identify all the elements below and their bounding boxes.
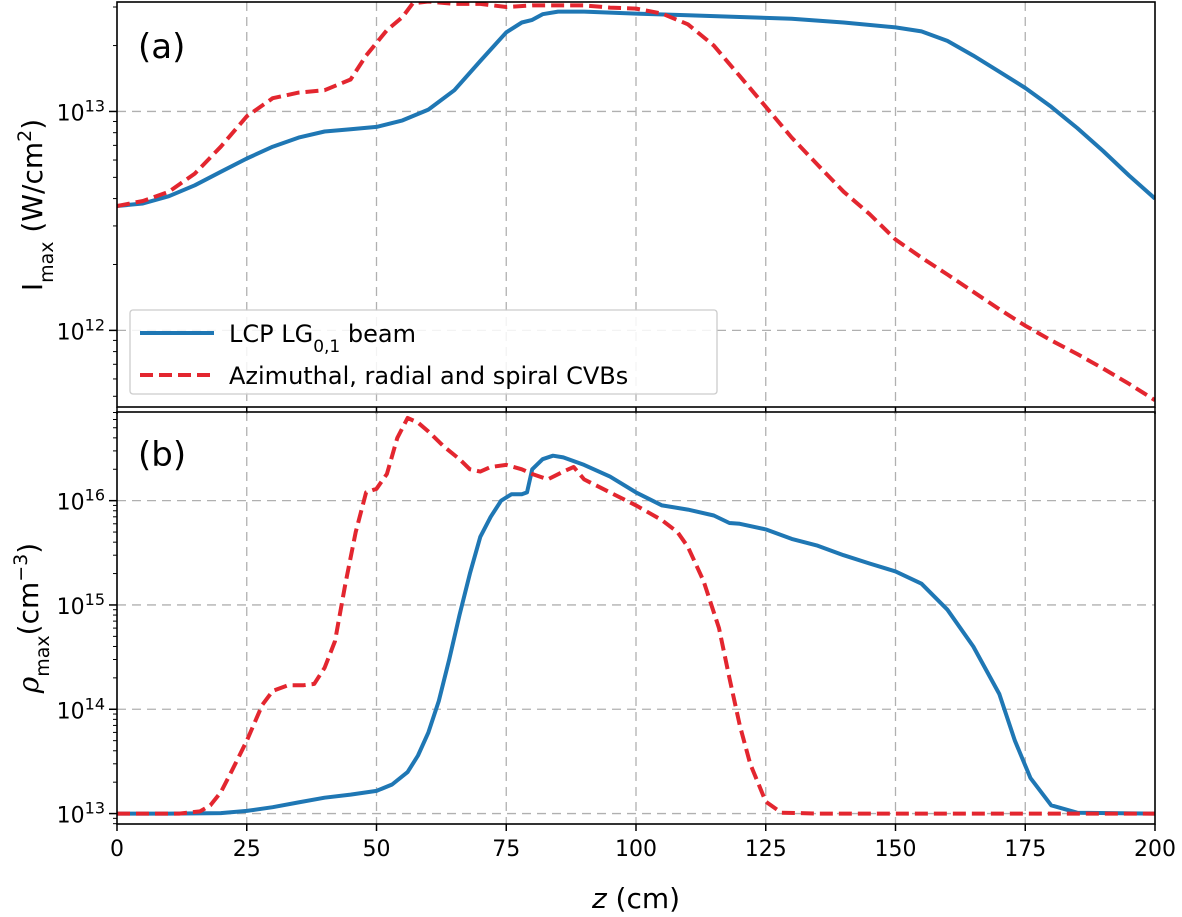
panel-b-grid <box>117 412 1155 824</box>
x-tick-label-200: 200 <box>1134 837 1176 862</box>
x-tick-label-150: 150 <box>875 837 917 862</box>
panel-a: 1012 1013 (a) LCP LG0,1 beam Azimuthal, r… <box>14 1 1156 414</box>
x-tick-label-25: 25 <box>233 837 261 862</box>
panel-b-ytick-label-16: 1016 <box>57 485 105 515</box>
panel-b-series-lcp-lg01 <box>117 453 1155 816</box>
panel-a-ytick-label-12: 1012 <box>57 315 105 346</box>
legend-frame <box>129 309 718 395</box>
panel-b-label: (b) <box>138 435 186 475</box>
panel-b: 0 25 50 75 100 125 150 175 200 1013 1014 1015 1016 (… <box>10 411 1176 915</box>
panel-a-series <box>117 2 1155 402</box>
x-tick-label-175: 175 <box>1004 837 1046 862</box>
legend: LCP LG0,1 beam Azimuthal, radial and spi… <box>129 309 718 395</box>
panel-a-ylabel: Imax (W/cm2) <box>14 119 58 291</box>
panel-a-series-cvbs <box>117 2 1155 402</box>
x-tick-label-50: 50 <box>363 837 391 862</box>
x-tick-label-75: 75 <box>492 837 520 862</box>
x-tick-label-125: 125 <box>745 837 787 862</box>
panel-b-ylabel: ρmax(cm−3) <box>10 543 54 694</box>
legend-entry-lcp: LCP LG0,1 beam <box>229 320 416 357</box>
x-axis-label: z (cm) <box>591 882 680 915</box>
x-tick-label-0: 0 <box>110 837 124 862</box>
panel-a-series-lcp-lg01 <box>117 9 1155 208</box>
panel-a-grid <box>117 2 1155 407</box>
panel-b-ytick-label-13: 1013 <box>57 798 105 829</box>
legend-entry-cvb: Azimuthal, radial and spiral CVBs <box>229 362 628 390</box>
x-tick-label-100: 100 <box>615 837 657 862</box>
panel-a-label: (a) <box>138 27 185 67</box>
panel-b-ytick-label-15: 1015 <box>57 589 105 620</box>
panel-b-ticks: 0 25 50 75 100 125 150 175 200 1013 1014 1015 1016 <box>57 412 1176 862</box>
panel-b-series <box>117 416 1155 816</box>
panel-b-ytick-label-14: 1014 <box>57 694 105 725</box>
panel-a-ytick-label-13: 1013 <box>57 96 105 127</box>
